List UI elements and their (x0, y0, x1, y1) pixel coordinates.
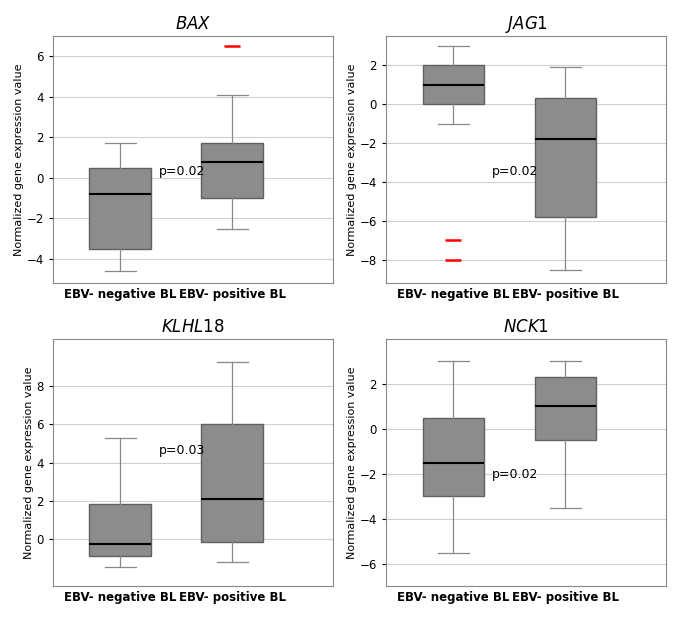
PathPatch shape (422, 418, 484, 496)
Text: p=0.02: p=0.02 (492, 166, 538, 179)
Title: $\mathbf{\it{KLHL18}}$: $\mathbf{\it{KLHL18}}$ (161, 318, 225, 336)
Text: p=0.02: p=0.02 (158, 166, 205, 179)
Title: $\mathbf{\it{NCK1}}$: $\mathbf{\it{NCK1}}$ (503, 318, 549, 336)
PathPatch shape (201, 425, 263, 543)
Y-axis label: Normalized gene expression value: Normalized gene expression value (24, 366, 34, 559)
Title: $\mathbf{\it{JAG1}}$: $\mathbf{\it{JAG1}}$ (505, 14, 547, 35)
Text: p=0.03: p=0.03 (158, 444, 205, 457)
PathPatch shape (90, 504, 151, 556)
Y-axis label: Normalized gene expression value: Normalized gene expression value (347, 366, 357, 559)
PathPatch shape (90, 167, 151, 249)
PathPatch shape (534, 377, 596, 440)
PathPatch shape (422, 65, 484, 104)
Text: p=0.02: p=0.02 (492, 468, 538, 481)
Title: $\mathbf{\it{BAX}}$: $\mathbf{\it{BAX}}$ (175, 15, 211, 33)
PathPatch shape (534, 98, 596, 217)
Y-axis label: Normalized gene expression value: Normalized gene expression value (347, 63, 357, 256)
PathPatch shape (201, 143, 263, 198)
Y-axis label: Normalized gene expression value: Normalized gene expression value (14, 63, 24, 256)
